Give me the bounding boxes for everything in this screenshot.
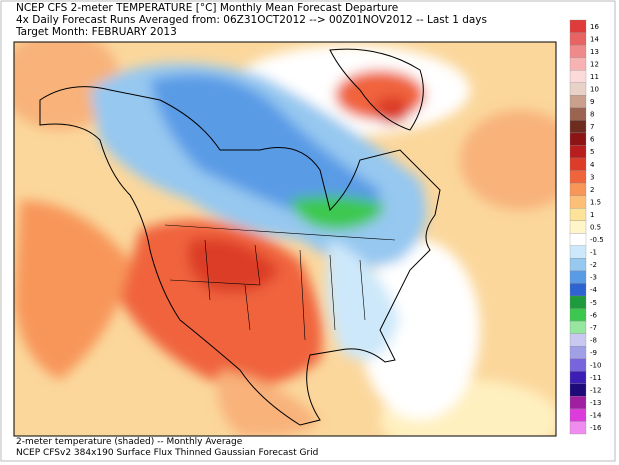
colorbar-label: 10 bbox=[590, 86, 599, 94]
colorbar-label: -10 bbox=[590, 362, 601, 370]
colorbar-label: 1 bbox=[590, 211, 594, 219]
colorbar-label: -4 bbox=[590, 286, 598, 294]
colorbar-swatch bbox=[569, 421, 587, 435]
colorbar-swatch bbox=[569, 358, 587, 372]
map-border bbox=[13, 41, 557, 437]
colorbar-swatch bbox=[569, 195, 587, 209]
colorbar-swatch bbox=[569, 182, 587, 196]
colorbar-swatch bbox=[569, 371, 587, 384]
colorbar-label: -9 bbox=[590, 349, 597, 357]
colorbar-swatch bbox=[569, 245, 587, 259]
colorbar-swatch bbox=[569, 120, 587, 134]
colorbar-swatch bbox=[569, 283, 587, 297]
colorbar: 16 14 13 12 11 10 9 8 7 6 5 4 3 2 1.5 1 0.5 -0.5 -1 -2 -3 -4 -… bbox=[569, 19, 604, 435]
colorbar-swatch bbox=[569, 107, 587, 121]
coastline bbox=[39, 86, 441, 426]
colorbar-label: 11 bbox=[590, 73, 599, 81]
footer-line: 2-meter temperature (shaded) -- Monthly … bbox=[16, 437, 243, 447]
colorbar-swatch bbox=[569, 145, 587, 159]
colorbar-swatch bbox=[569, 308, 587, 322]
colorbar-swatch bbox=[569, 19, 587, 33]
colorbar-swatch bbox=[569, 82, 587, 96]
colorbar-label: 2 bbox=[590, 186, 594, 194]
colorbar-label: -16 bbox=[590, 424, 602, 432]
colorbar-label: 3 bbox=[590, 173, 594, 181]
colorbar-label: 7 bbox=[590, 123, 594, 131]
colorbar-label: -14 bbox=[590, 412, 602, 420]
colorbar-swatch bbox=[569, 333, 587, 347]
colorbar-label: 16 bbox=[590, 23, 599, 31]
colorbar-label: 14 bbox=[590, 35, 599, 43]
header-line: NCEP CFS 2-meter TEMPERATURE [°C] Monthl… bbox=[16, 2, 398, 14]
colorbar-swatch bbox=[569, 132, 587, 146]
colorbar-swatch bbox=[569, 95, 587, 108]
colorbar-label: 13 bbox=[590, 48, 599, 56]
colorbar-swatch bbox=[569, 70, 587, 83]
header-line: 4x Daily Forecast Runs Averaged from: 06… bbox=[16, 14, 487, 26]
colorbar-label: -8 bbox=[590, 336, 597, 344]
colorbar-swatch bbox=[569, 258, 587, 272]
borders bbox=[164, 224, 396, 341]
colorbar-label: -11 bbox=[590, 374, 601, 382]
colorbar-swatch bbox=[569, 295, 587, 309]
colorbar-swatch bbox=[569, 383, 587, 397]
colorbar-swatch bbox=[569, 220, 587, 234]
colorbar-label: -7 bbox=[590, 324, 597, 332]
colorbar-label: -12 bbox=[590, 387, 601, 395]
colorbar-swatch bbox=[569, 396, 587, 410]
colorbar-swatch bbox=[569, 346, 587, 359]
colorbar-label: 9 bbox=[590, 98, 594, 106]
colorbar-label: -0.5 bbox=[590, 236, 604, 244]
colorbar-swatch bbox=[569, 270, 587, 284]
colorbar-label: 4 bbox=[590, 161, 595, 169]
footer-line: NCEP CFSv2 384x190 Surface Flux Thinned … bbox=[16, 448, 318, 458]
colorbar-swatch bbox=[569, 233, 587, 246]
colorbar-label: -1 bbox=[590, 249, 597, 257]
greenland-coast bbox=[329, 48, 424, 131]
colorbar-swatch bbox=[569, 208, 587, 221]
colorbar-label: -6 bbox=[590, 311, 598, 319]
colorbar-swatch bbox=[569, 157, 587, 171]
colorbar-label: -13 bbox=[590, 399, 601, 407]
colorbar-label: 5 bbox=[590, 148, 594, 156]
colorbar-swatch bbox=[569, 408, 587, 422]
colorbar-swatch bbox=[569, 57, 587, 71]
colorbar-swatch bbox=[569, 170, 587, 184]
colorbar-label: 8 bbox=[590, 111, 594, 119]
colorbar-label: -2 bbox=[590, 261, 597, 269]
colorbar-label: 0.5 bbox=[590, 224, 601, 232]
map bbox=[14, 42, 556, 436]
colorbar-swatch bbox=[569, 44, 587, 58]
colorbar-swatch bbox=[569, 320, 587, 334]
colorbar-label: 1.5 bbox=[590, 198, 601, 206]
colorbar-label: -5 bbox=[590, 299, 597, 307]
colorbar-label: -3 bbox=[590, 274, 597, 282]
colorbar-label: 6 bbox=[590, 136, 595, 144]
colorbar-label: 12 bbox=[590, 60, 599, 68]
colorbar-swatch bbox=[569, 32, 587, 46]
header-line: Target Month: FEBRUARY 2013 bbox=[15, 26, 177, 38]
